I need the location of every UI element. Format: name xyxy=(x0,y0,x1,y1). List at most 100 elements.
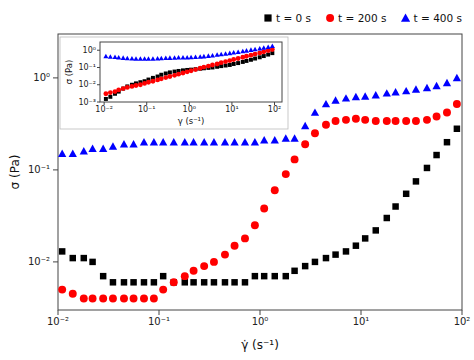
chart: 10⁻²10⁻¹10⁰10¹10²10⁻²10⁻¹10⁰γ̇ (s⁻¹)σ (P… xyxy=(0,0,474,360)
point xyxy=(193,67,198,72)
point xyxy=(271,136,279,143)
point xyxy=(231,242,239,250)
point xyxy=(163,75,168,80)
point xyxy=(159,73,163,77)
point xyxy=(100,273,106,279)
point xyxy=(141,279,147,285)
point xyxy=(424,165,430,171)
series xyxy=(104,51,274,101)
point xyxy=(236,56,241,61)
point xyxy=(167,74,172,79)
point xyxy=(342,94,350,101)
point xyxy=(130,279,136,285)
series xyxy=(59,126,460,286)
point xyxy=(201,65,206,70)
x-tick xyxy=(260,310,261,315)
point xyxy=(138,56,143,61)
y-tick xyxy=(97,67,100,68)
point xyxy=(110,279,116,285)
point xyxy=(271,186,279,194)
legend-marker xyxy=(401,13,410,21)
point xyxy=(282,170,290,178)
point xyxy=(402,87,410,94)
legend: t = 0 s t = 200 s t = 400 s xyxy=(264,12,462,24)
y-tick-label: 10⁻² xyxy=(28,256,50,267)
point xyxy=(120,140,128,147)
point xyxy=(200,262,208,270)
legend-item: t = 0 s xyxy=(264,12,311,24)
point xyxy=(150,56,155,61)
point xyxy=(362,235,368,241)
point xyxy=(112,55,117,60)
point xyxy=(151,79,156,84)
x-tick-label: 10⁻² xyxy=(47,316,69,327)
point xyxy=(252,273,258,279)
legend-label: t = 200 s xyxy=(338,12,386,24)
point xyxy=(80,147,88,154)
point xyxy=(193,55,198,60)
series xyxy=(103,47,274,96)
point xyxy=(231,279,237,285)
x-tick-label: 10² xyxy=(454,316,471,327)
point xyxy=(224,64,228,68)
point xyxy=(140,295,148,303)
point xyxy=(392,117,400,125)
point xyxy=(322,121,330,129)
x-tick xyxy=(159,310,160,315)
point xyxy=(373,227,379,233)
point xyxy=(423,84,431,91)
point xyxy=(244,48,249,53)
point xyxy=(261,49,266,54)
point xyxy=(402,117,410,125)
point xyxy=(133,56,138,61)
x-axis-label: γ̇ (s⁻¹) xyxy=(241,338,279,352)
point xyxy=(266,53,270,57)
point xyxy=(69,290,77,298)
point xyxy=(116,55,121,60)
legend-label: t = 0 s xyxy=(276,12,311,24)
point xyxy=(443,109,451,117)
point xyxy=(261,45,266,50)
x-axis-label: γ (s⁻¹) xyxy=(178,116,205,126)
point xyxy=(219,60,224,65)
point xyxy=(109,295,117,303)
point xyxy=(146,56,151,61)
point xyxy=(163,56,168,61)
point xyxy=(311,108,319,115)
point xyxy=(392,203,398,209)
point xyxy=(352,93,360,100)
point xyxy=(159,286,167,294)
point xyxy=(201,54,206,59)
inset-plot: 10⁻²10⁻¹10⁰10¹10²10⁻³10⁻²10⁻¹10⁰γ (s⁻¹)σ… xyxy=(60,37,288,129)
y-tick-label: 10⁻² xyxy=(78,80,96,89)
point xyxy=(140,138,148,145)
point xyxy=(372,117,380,125)
point xyxy=(108,95,112,99)
point xyxy=(301,140,309,148)
point xyxy=(412,117,420,125)
point xyxy=(201,279,207,285)
x-tick xyxy=(361,310,362,315)
point xyxy=(291,155,299,163)
point xyxy=(251,221,259,229)
point xyxy=(260,205,268,213)
y-tick-label: 10⁰ xyxy=(33,72,50,83)
point xyxy=(210,258,218,266)
point xyxy=(103,91,108,96)
point xyxy=(221,138,229,145)
y-tick xyxy=(53,261,58,262)
point xyxy=(170,138,178,145)
point xyxy=(210,138,218,145)
point xyxy=(89,295,97,303)
point xyxy=(221,251,229,259)
point xyxy=(283,273,289,279)
point xyxy=(361,116,369,124)
point xyxy=(171,279,177,285)
point xyxy=(129,140,137,147)
point xyxy=(103,54,108,59)
point xyxy=(80,295,88,303)
legend-label: t = 400 s xyxy=(414,12,462,24)
point xyxy=(160,273,166,279)
y-tick xyxy=(53,77,58,78)
inset-background xyxy=(60,37,288,129)
